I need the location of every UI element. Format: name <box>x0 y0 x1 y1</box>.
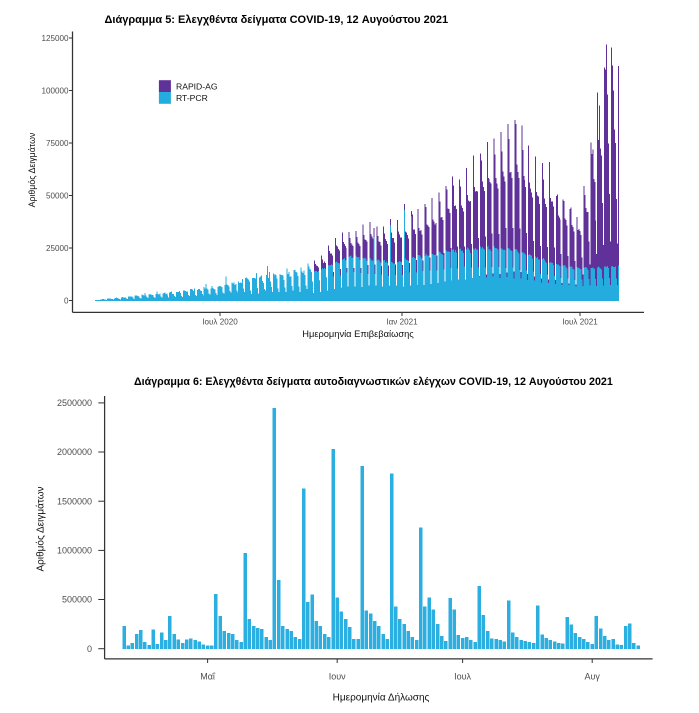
svg-text:Ημερομηνία Επιβεβαίωσης: Ημερομηνία Επιβεβαίωσης <box>302 329 414 339</box>
svg-text:Διάγραμμα 5: Ελεγχθέντα δείγμα: Διάγραμμα 5: Ελεγχθέντα δείγματα COVID-1… <box>105 14 449 26</box>
svg-text:2500000: 2500000 <box>57 398 92 408</box>
svg-text:1500000: 1500000 <box>57 496 92 506</box>
svg-text:50000: 50000 <box>46 191 69 200</box>
svg-text:Ιουλ 2020: Ιουλ 2020 <box>202 318 238 327</box>
svg-text:Ιαν 2021: Ιαν 2021 <box>386 318 418 327</box>
svg-text:Αριθμός Δειγμάτων: Αριθμός Δειγμάτων <box>27 132 37 207</box>
svg-text:Αριθμός Δειγμάτων: Αριθμός Δειγμάτων <box>35 486 47 571</box>
svg-text:100000: 100000 <box>41 86 69 95</box>
svg-text:1000000: 1000000 <box>57 546 92 556</box>
svg-text:0: 0 <box>87 644 92 654</box>
svg-text:Αυγ: Αυγ <box>584 672 600 682</box>
svg-text:RT-PCR: RT-PCR <box>176 93 208 103</box>
svg-text:Ιουλ: Ιουλ <box>454 672 471 682</box>
svg-text:RAPID-AG: RAPID-AG <box>176 81 218 91</box>
svg-text:Διάγραμμα 6: Ελεγχθέντα δείγμα: Διάγραμμα 6: Ελεγχθέντα δείγματα αυτοδια… <box>134 376 613 388</box>
svg-text:500000: 500000 <box>62 595 92 605</box>
svg-text:Ιουλ 2021: Ιουλ 2021 <box>562 318 598 327</box>
svg-text:Ιουν: Ιουν <box>329 672 346 682</box>
svg-text:25000: 25000 <box>46 244 69 253</box>
svg-text:Ημερομηνία Δήλωσης: Ημερομηνία Δήλωσης <box>333 692 430 704</box>
svg-text:0: 0 <box>64 296 69 305</box>
svg-text:75000: 75000 <box>46 139 69 148</box>
svg-text:2000000: 2000000 <box>57 447 92 457</box>
svg-text:125000: 125000 <box>41 34 69 43</box>
svg-text:Μαΐ: Μαΐ <box>200 672 216 682</box>
